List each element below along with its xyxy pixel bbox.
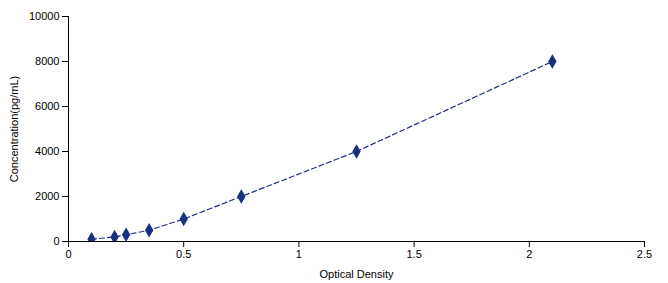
svg-text:0: 0 bbox=[53, 235, 59, 247]
svg-text:2.5: 2.5 bbox=[637, 248, 652, 260]
svg-text:10000: 10000 bbox=[29, 10, 60, 22]
svg-text:2000: 2000 bbox=[35, 190, 59, 202]
svg-text:Concentration(pg/mL): Concentration(pg/mL) bbox=[8, 76, 20, 182]
svg-text:1: 1 bbox=[296, 248, 302, 260]
svg-text:6000: 6000 bbox=[35, 100, 59, 112]
svg-text:Optical Density: Optical Density bbox=[320, 268, 394, 280]
svg-text:4000: 4000 bbox=[35, 145, 59, 157]
svg-text:1.5: 1.5 bbox=[406, 248, 421, 260]
svg-text:2: 2 bbox=[526, 248, 532, 260]
svg-text:8000: 8000 bbox=[35, 55, 59, 67]
svg-text:0: 0 bbox=[65, 248, 71, 260]
svg-text:0.5: 0.5 bbox=[176, 248, 191, 260]
